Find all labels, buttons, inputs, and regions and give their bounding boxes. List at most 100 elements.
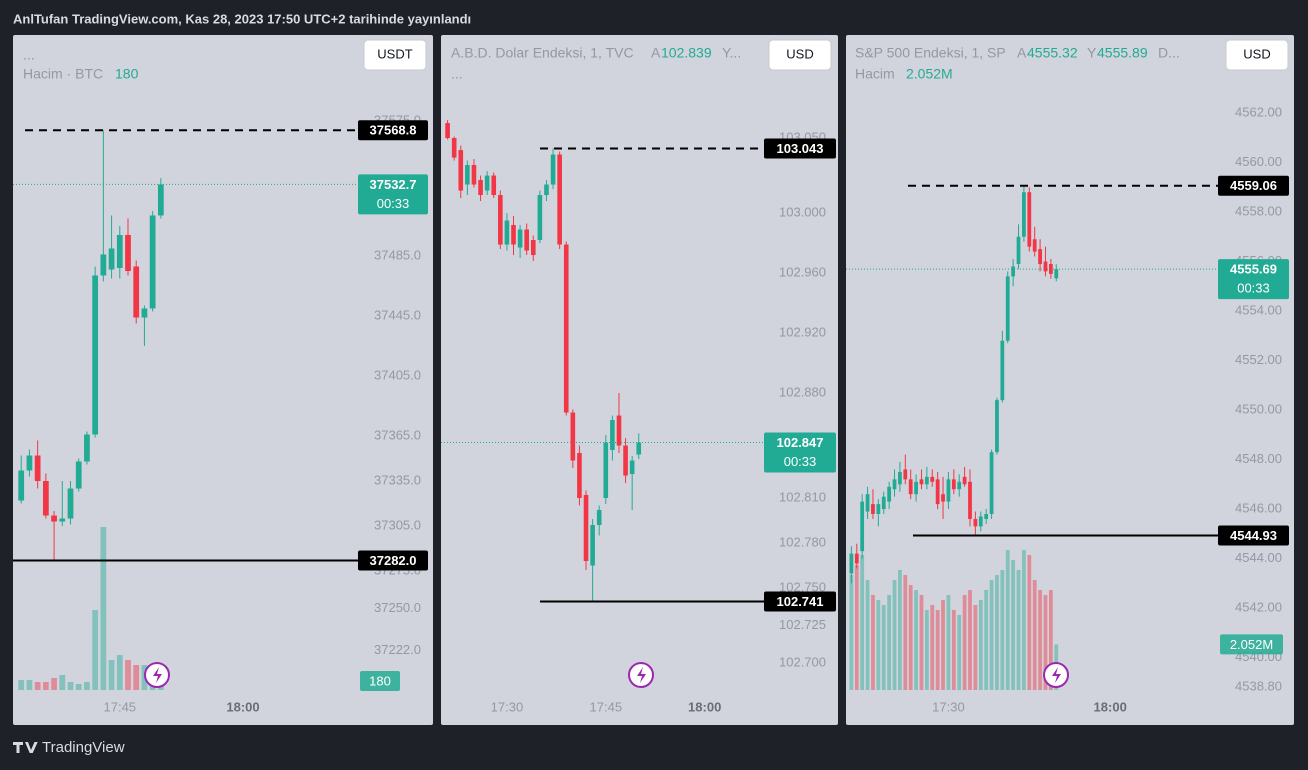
y-tick-label: 102.920 — [779, 324, 826, 339]
volume-bar — [924, 610, 929, 690]
x-tick-label: 17:45 — [590, 699, 623, 714]
volume-bar — [871, 595, 875, 690]
candle-body — [491, 175, 497, 196]
candle-body — [1048, 263, 1053, 274]
y-tick-label: 37485.0 — [374, 247, 421, 262]
legend-text: 4555.32 — [1027, 45, 1078, 61]
volume-bar — [116, 655, 123, 690]
legend-text: A.B.D. Dolar Endeksi, 1, TVC — [451, 45, 634, 61]
candle-body — [919, 479, 924, 485]
x-tick-label: 17:30 — [932, 699, 965, 714]
candle-body — [42, 481, 49, 516]
volume-bar — [984, 590, 989, 690]
y-tick-label: 102.700 — [779, 654, 826, 669]
candle-body — [517, 229, 523, 248]
price-badge — [1218, 175, 1289, 196]
y-tick-label: 4554.00 — [1235, 302, 1282, 317]
current-price-label: 4555.69 — [1230, 262, 1277, 277]
y-tick-label: 102.810 — [779, 489, 826, 504]
legend-text: 180 — [115, 66, 139, 82]
x-tick-label: 18:00 — [226, 699, 259, 714]
volume-bar — [34, 682, 41, 690]
y-tick-label: 103.000 — [779, 204, 826, 219]
legend-text: Hacim · BTC — [23, 66, 103, 82]
candle-body — [978, 516, 983, 527]
candle-body — [75, 461, 82, 489]
volume-badge-label: 180 — [369, 673, 391, 688]
legend-text: A — [1017, 45, 1027, 61]
y-tick-label: 4548.00 — [1235, 451, 1282, 466]
y-tick-label: 4562.00 — [1235, 104, 1282, 119]
candle-body — [876, 504, 881, 514]
candle-body — [570, 412, 576, 461]
volume-bar — [133, 665, 140, 690]
candle-body — [544, 184, 549, 196]
candle-body — [973, 518, 978, 527]
candle-body — [451, 138, 457, 158]
volume-bar — [876, 600, 881, 690]
y-tick-label: 37365.0 — [374, 427, 421, 442]
x-tick-label: 18:00 — [688, 699, 721, 714]
candle-body — [149, 215, 156, 309]
candle-body — [458, 150, 464, 191]
price-badge — [1218, 525, 1289, 546]
volume-bar — [75, 684, 82, 690]
volume-bar — [100, 527, 107, 690]
candle-body — [603, 442, 609, 499]
y-tick-label: 4560.00 — [1235, 154, 1282, 169]
candle-body — [629, 460, 635, 475]
candle-body — [34, 455, 41, 482]
panels: 37575.037485.037445.037405.037365.037335… — [13, 35, 1294, 725]
price-badge — [764, 591, 836, 612]
price-badge-label: 4544.93 — [1230, 528, 1277, 543]
logo-icon — [13, 742, 38, 753]
candle-body — [484, 175, 490, 191]
candle-body — [563, 244, 569, 413]
candle-body — [892, 479, 897, 490]
volume-bar — [951, 610, 956, 690]
legend-text: D... — [1158, 45, 1180, 61]
candle-body — [511, 225, 516, 245]
candle-body — [445, 123, 450, 139]
candle-body — [962, 476, 967, 485]
y-tick-label: 102.750 — [779, 579, 826, 594]
volume-bar — [26, 680, 33, 690]
candle-body — [849, 553, 854, 574]
currency-label: USDT — [377, 46, 412, 61]
candle-body — [1011, 266, 1016, 277]
x-tick-label: 17:45 — [104, 699, 137, 714]
candle-body — [67, 488, 74, 519]
candle-body — [957, 481, 962, 490]
volume-bar — [1005, 550, 1010, 690]
volume-bar — [1022, 550, 1026, 690]
volume-badge — [360, 671, 400, 691]
legend-text: 4555.89 — [1097, 45, 1148, 61]
price-badge-label: 37282.0 — [370, 553, 417, 568]
y-tick-label: 102.960 — [779, 264, 826, 279]
volume-bar — [1011, 560, 1016, 690]
candle-body — [530, 240, 536, 256]
y-tick-label: 102.880 — [779, 384, 826, 399]
candle-body — [116, 234, 123, 268]
plot — [441, 120, 764, 602]
chart-panel: 103.050103.000102.960102.920102.880102.8… — [441, 35, 838, 725]
y-tick-label: 37305.0 — [374, 517, 421, 532]
volume-bar — [881, 605, 886, 690]
icon-bolt — [1052, 667, 1061, 683]
countdown: 00:33 — [1237, 281, 1270, 296]
candle-body — [946, 479, 951, 502]
candle-body — [903, 469, 908, 480]
y-tick-label: 4542.00 — [1235, 600, 1282, 615]
y-tick-label: 37250.0 — [374, 600, 421, 615]
candle-body — [930, 476, 935, 482]
current-price-label: 102.847 — [777, 435, 824, 450]
candle-body — [596, 510, 602, 526]
volume-bar — [903, 575, 908, 690]
candle-body — [887, 486, 892, 502]
currency-label: USD — [786, 46, 813, 61]
candle-body — [968, 481, 972, 519]
candle-body — [498, 195, 503, 245]
candle-body — [471, 165, 477, 185]
current-price-badge — [1218, 259, 1289, 300]
